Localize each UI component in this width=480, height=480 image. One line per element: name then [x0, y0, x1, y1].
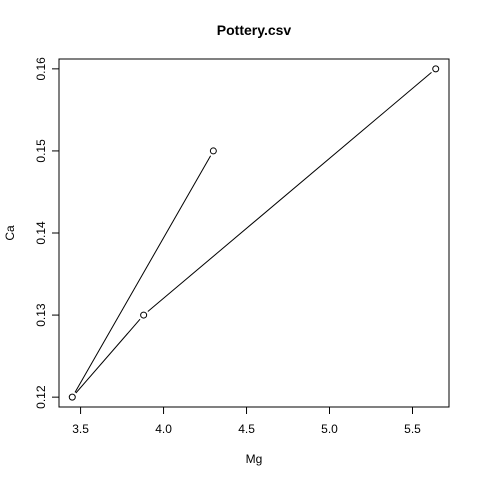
- x-axis: 3.5 4.0 4.5 5.0 5.5: [72, 406, 421, 436]
- x-tick-label: 3.5: [72, 422, 89, 436]
- y-tick-label: 0.15: [34, 139, 48, 163]
- series-segment: [75, 318, 141, 394]
- x-tick-label: 5.0: [321, 422, 338, 436]
- x-tick-label: 4.0: [155, 422, 172, 436]
- series-segment: [74, 155, 212, 393]
- chart-title: Pottery.csv: [217, 22, 292, 38]
- y-tick-label: 0.16: [34, 57, 48, 81]
- plot-frame: [58, 58, 450, 408]
- data-points: [68, 65, 440, 401]
- x-tick-label: 4.5: [238, 422, 255, 436]
- y-axis-label: Ca: [3, 225, 17, 241]
- data-point: [140, 311, 148, 319]
- series-segment: [147, 72, 432, 312]
- y-tick-label: 0.13: [34, 303, 48, 327]
- y-tick-label: 0.12: [34, 385, 48, 409]
- x-tick-label: 5.5: [404, 422, 421, 436]
- data-point: [68, 393, 76, 401]
- y-axis: 0.12 0.13 0.14 0.15 0.16: [34, 57, 60, 409]
- x-axis-label: Mg: [246, 452, 263, 466]
- data-point: [432, 65, 440, 73]
- y-tick-label: 0.14: [34, 221, 48, 245]
- data-point: [209, 147, 217, 155]
